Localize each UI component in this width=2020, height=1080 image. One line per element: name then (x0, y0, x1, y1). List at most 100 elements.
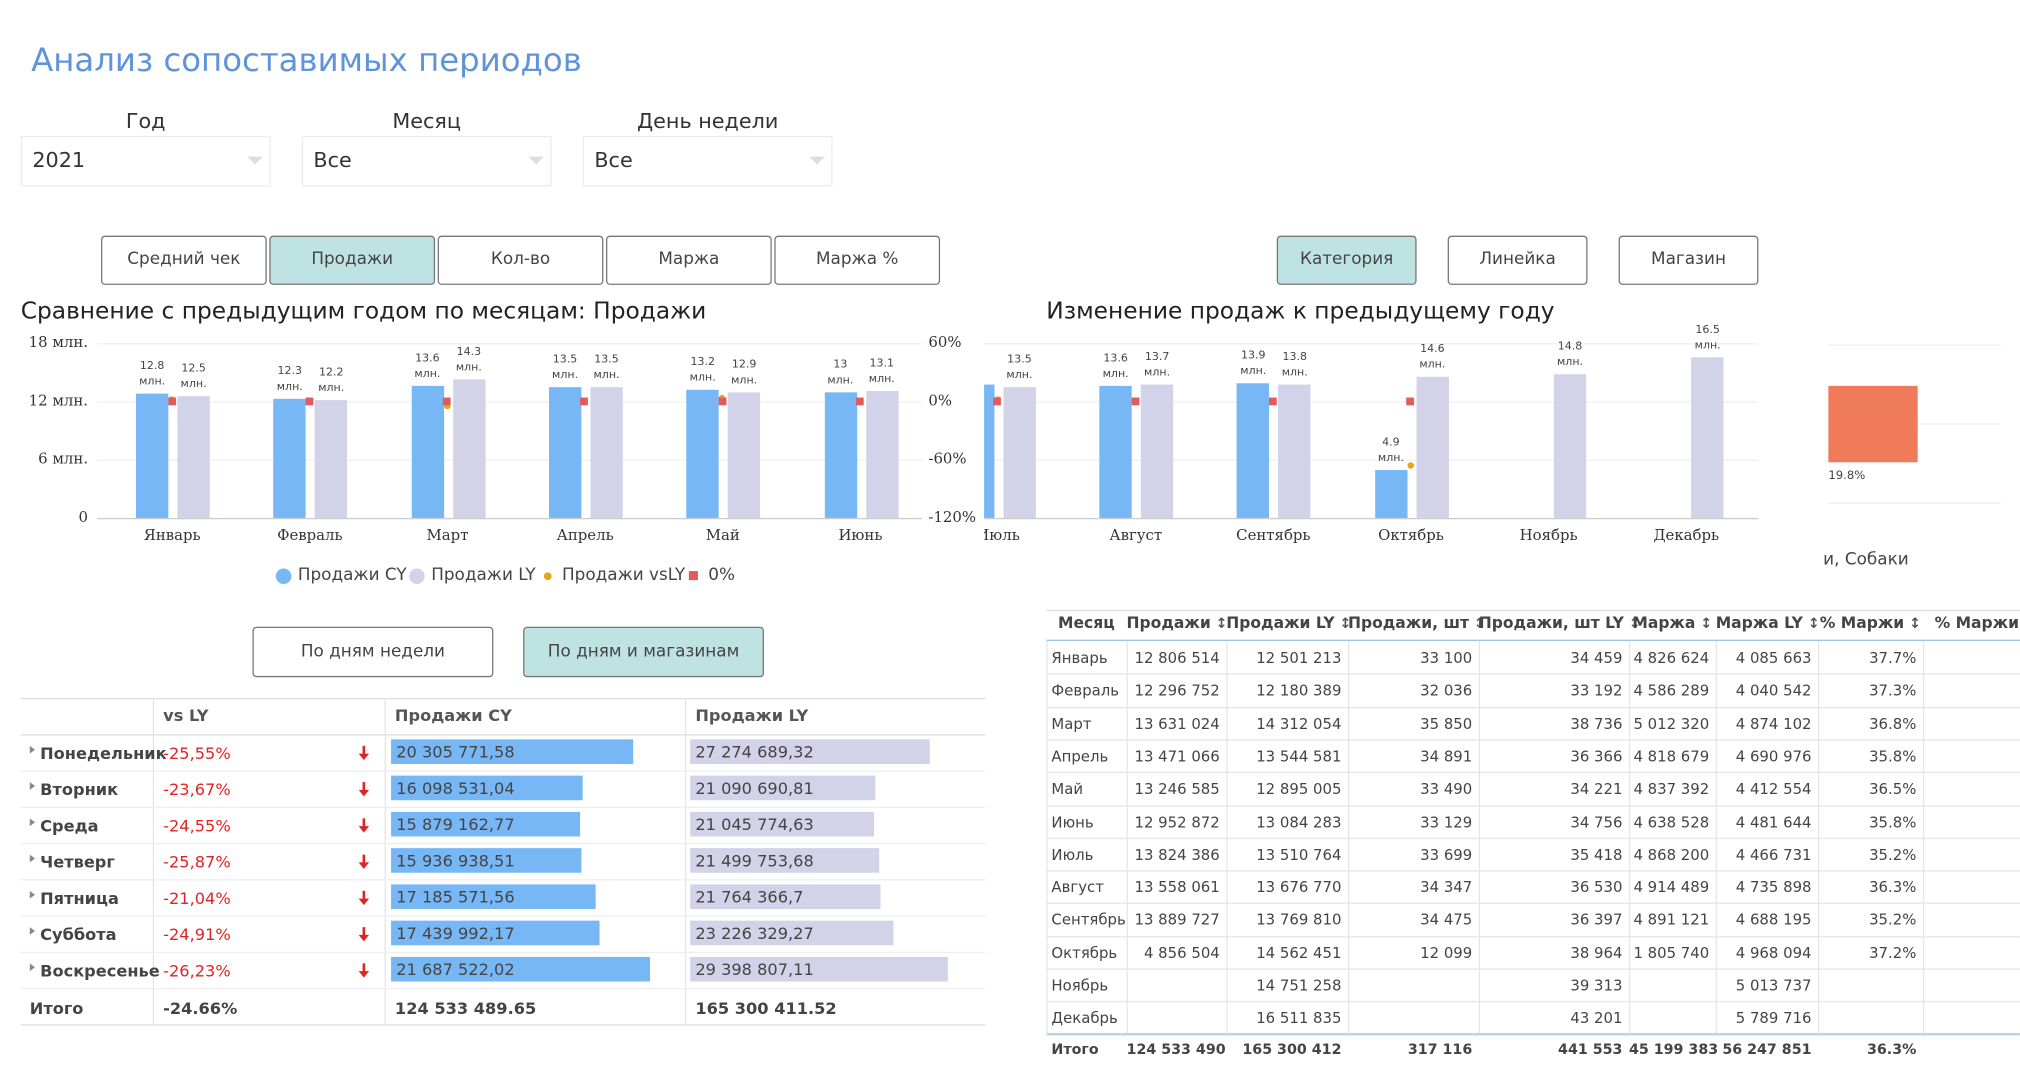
ly-label: 29 398 807,11 (695, 959, 814, 979)
ly-bar (690, 775, 876, 801)
category-label: и, Собаки (1823, 550, 1909, 570)
dropdown[interactable]: 2021 (20, 135, 271, 187)
dropdown[interactable]: Все (582, 135, 833, 187)
weekday-table (20, 697, 986, 1026)
column-header[interactable]: Продажи, шт LY (1479, 614, 1629, 632)
column-header[interactable]: Продажи LY (1226, 614, 1348, 632)
column-header[interactable]: Маржа (1629, 614, 1716, 632)
column-header[interactable]: Маржа LY (1716, 614, 1818, 632)
column-header[interactable]: % Маржи (1818, 614, 1923, 632)
table-cell: 34 891 (1420, 746, 1473, 766)
value-label: 4.9 млн. (1377, 436, 1404, 466)
expand-icon[interactable] (29, 854, 35, 863)
table-cell: Январь (1051, 648, 1108, 667)
bar (1553, 374, 1587, 518)
row-line (20, 915, 986, 917)
column-header[interactable]: Продажи, шт (1348, 614, 1479, 632)
expand-icon[interactable] (29, 890, 35, 899)
toggle-button[interactable]: Маржа (605, 235, 772, 285)
row-line (20, 806, 986, 808)
grid-line (1828, 344, 2001, 346)
table-cell: 37.2% (1869, 943, 1917, 962)
table-cell: 4 466 731 (1735, 845, 1812, 864)
toggle-button[interactable]: Продажи (269, 235, 436, 285)
x-tick-label: Декабрь (1653, 525, 1720, 544)
table-cell: 4 968 094 (1735, 943, 1812, 962)
table-cell: 36 530 (1570, 878, 1623, 897)
toggle-button[interactable]: Средний чек (100, 235, 267, 285)
bar (865, 390, 898, 518)
down-arrow-head (358, 753, 370, 761)
row-line (1046, 673, 2020, 676)
table-cell: 4 040 542 (1735, 681, 1812, 700)
bar (452, 379, 486, 518)
value-label: 13.6 млн. (1102, 352, 1129, 381)
total-cell: -24.66% (163, 998, 238, 1018)
column-line (1126, 640, 1128, 1035)
x-tick-label: Июль (976, 525, 1020, 544)
bar (727, 392, 761, 518)
table-cell: 33 192 (1570, 681, 1623, 700)
table-cell: 39 313 (1570, 976, 1623, 995)
column-header[interactable]: % Маржи LY (1923, 614, 2020, 632)
row-name: Четверг (40, 852, 115, 872)
cy-bar (391, 739, 634, 764)
row-line (1046, 935, 2020, 938)
bar (1099, 385, 1132, 518)
table-frame (1046, 609, 2020, 1068)
value-label: 12.2 млн. (318, 365, 345, 395)
bar (590, 386, 623, 518)
table-cell: 13 084 283 (1256, 812, 1342, 831)
y2-tick-label: -60% (928, 449, 967, 468)
table-cell: 4 818 679 (1633, 746, 1710, 766)
total-cell: 165 300 412 (1242, 1041, 1342, 1058)
toggle-button[interactable]: Магазин (1618, 235, 1759, 285)
bar (1278, 383, 1311, 518)
vs-ly: -24,55% (163, 815, 231, 836)
filter-label: День недели (636, 108, 779, 134)
row-line (20, 842, 986, 845)
expand-icon[interactable] (29, 818, 35, 827)
table-cell: 13 471 066 (1134, 746, 1220, 766)
value-label: 13.5 млн. (552, 353, 579, 382)
vs-ly: -25,55% (163, 743, 231, 763)
toggle-button[interactable]: По дням и магазинам (523, 626, 764, 678)
table-cell: Август (1051, 878, 1104, 897)
ly-bar (690, 811, 875, 837)
cy-bar (391, 956, 651, 982)
expand-icon[interactable] (29, 963, 35, 972)
toggle-button[interactable]: Кол-во (437, 235, 604, 285)
down-arrow (362, 963, 366, 973)
column-header: Продажи CY (394, 705, 512, 726)
zero-marker (442, 396, 451, 405)
bar (1691, 357, 1724, 518)
table-cell: 35.2% (1869, 910, 1917, 929)
column-header[interactable]: Месяц (1058, 613, 1115, 632)
bar (411, 385, 444, 518)
table-cell: 36.8% (1869, 714, 1917, 733)
column-header[interactable]: Продажи (1127, 614, 1227, 632)
table-cell: 4 735 898 (1735, 878, 1812, 897)
down-arrow-head (358, 862, 370, 869)
row-line (1046, 1034, 2020, 1036)
toggle-button[interactable]: Категория (1276, 235, 1417, 285)
bar (1374, 470, 1408, 518)
row-line (20, 734, 986, 736)
dropdown-arrow (247, 156, 263, 165)
value-label: 13.7 млн. (1144, 351, 1171, 380)
toggle-button[interactable]: Линейка (1447, 235, 1588, 285)
dropdown[interactable]: Все (301, 135, 552, 187)
cy-bar (391, 884, 597, 909)
value-label: 12.5 млн. (180, 362, 207, 392)
cy-label: 21 687 522,02 (396, 959, 515, 979)
toggle-button[interactable]: Маржа % (774, 235, 941, 285)
row-line (1046, 1033, 2020, 1035)
zero-marker (993, 396, 1002, 405)
y-tick-label: 0 (78, 507, 89, 526)
toggle-button[interactable]: По дням недели (252, 626, 494, 678)
expand-icon[interactable] (29, 927, 35, 935)
row-line (1046, 903, 2020, 905)
expand-icon[interactable] (29, 745, 35, 754)
expand-icon[interactable] (29, 782, 35, 790)
x-tick-label: Май (705, 525, 740, 544)
